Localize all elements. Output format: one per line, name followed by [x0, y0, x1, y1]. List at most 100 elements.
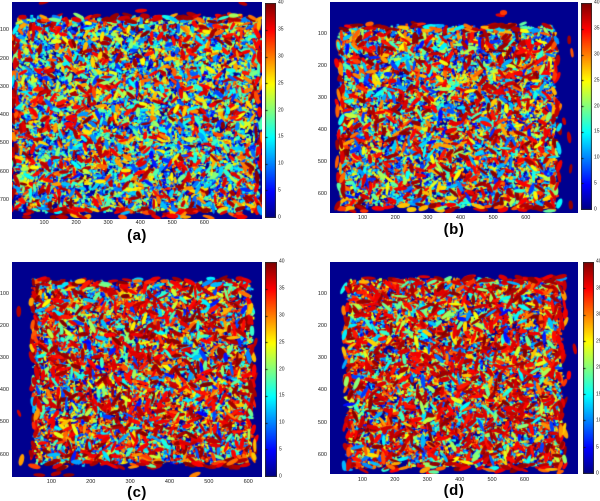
panel-caption: (c)	[127, 484, 147, 501]
colorbar-tick-label: 25	[279, 339, 285, 346]
colorbar-tick-label: 35	[278, 26, 284, 33]
y-tick-label: 700	[0, 196, 9, 203]
colorbar-tick-label: 5	[279, 446, 282, 453]
x-tick-label: 400	[455, 215, 466, 221]
x-tick-label: 600	[199, 220, 209, 226]
x-tick-label: 600	[521, 215, 531, 221]
heatmap-canvas	[12, 2, 262, 219]
x-tick-label: 300	[423, 215, 433, 221]
colorbar-gradient	[583, 262, 594, 474]
colorbar-tick-label: 10	[278, 160, 284, 167]
x-tick-label: 500	[487, 477, 497, 483]
y-tick-label: 100	[317, 30, 327, 37]
x-tick-label: 200	[71, 220, 81, 226]
colorbar-tick-label: 40	[596, 258, 600, 265]
y-tick-label: 100	[317, 291, 327, 298]
colorbar-tick-label: 10	[596, 417, 600, 424]
panel-b: 100 200 300 400 500 600 100 200 300 400 500 600 0 5…	[300, 0, 600, 250]
colorbar-tick-label: 5	[278, 187, 281, 194]
x-tick-label: 300	[125, 479, 135, 485]
colorbar-tick-label: 15	[278, 133, 284, 140]
x-tick-label: 300	[103, 220, 113, 226]
x-tick-label: 400	[164, 479, 175, 485]
y-tick-label: 400	[0, 387, 9, 394]
colorbar-tick-label: 35	[594, 25, 600, 32]
y-tick-label: 500	[317, 158, 327, 165]
colorbar-tick-label: 0	[278, 214, 281, 221]
y-tick-label: 500	[0, 419, 9, 426]
colorbar-tick-label: 35	[596, 285, 600, 291]
x-tick-label: 200	[86, 479, 96, 485]
colorbar-tick-label: 30	[596, 311, 600, 318]
colorbar-gradient	[265, 262, 277, 477]
y-tick-label: 500	[317, 419, 327, 426]
y-tick-label: 300	[317, 355, 327, 362]
x-tick-label: 200	[390, 477, 400, 483]
y-tick-label: 300	[317, 94, 327, 101]
x-tick-label: 100	[358, 215, 368, 221]
x-tick-label: 400	[455, 477, 465, 483]
colorbar-tick-label: 10	[279, 419, 285, 426]
panel-caption: (a)	[127, 227, 147, 244]
heatmap-canvas	[330, 262, 578, 474]
heatmap-canvas	[12, 262, 262, 477]
y-tick-label: 200	[0, 55, 9, 62]
colorbar-tick-label: 40	[594, 0, 600, 6]
panel-caption: (b)	[443, 221, 465, 238]
x-tick-label: 500	[488, 215, 498, 221]
x-tick-label: 300	[422, 477, 432, 483]
y-tick-label: 600	[0, 451, 9, 458]
x-tick-label: 400	[135, 220, 145, 226]
colorbar-tick-label: 20	[594, 103, 600, 109]
y-tick-label: 100	[0, 291, 9, 298]
y-tick-label: 500	[0, 140, 9, 147]
colorbar-tick-label: 15	[596, 391, 600, 397]
colorbar-tick-label: 5	[594, 180, 597, 187]
colorbar-tick-label: 20	[279, 366, 285, 372]
colorbar-tick-label: 0	[594, 206, 597, 213]
y-tick-label: 400	[317, 387, 327, 394]
x-tick-label: 500	[204, 479, 214, 485]
colorbar-tick-label: 25	[278, 80, 284, 87]
panel-c: 100 200 300 400 500 600 100 200 300 400 500 600 0 5…	[0, 250, 300, 501]
colorbar-tick-label: 40	[279, 258, 285, 265]
x-tick-label: 100	[39, 220, 49, 226]
x-tick-label: 100	[46, 479, 56, 485]
colorbar-tick-label: 25	[596, 338, 600, 344]
colorbar-tick-label: 15	[279, 392, 285, 399]
y-tick-label: 400	[0, 112, 9, 119]
colorbar-gradient	[581, 3, 592, 210]
colorbar-tick-label: 40	[278, 0, 284, 6]
colorbar-tick-label: 0	[279, 473, 282, 480]
colorbar-tick-label: 25	[594, 77, 600, 84]
x-tick-label: 600	[519, 477, 530, 483]
panel-caption: (d)	[443, 482, 465, 499]
y-tick-label: 200	[317, 62, 327, 69]
colorbar-tick-label: 30	[279, 312, 285, 319]
panel-a: 100 200 300 400 500 600 700 100 200 300 400 500 600…	[0, 0, 300, 250]
y-tick-label: 600	[317, 451, 327, 458]
colorbar-tick-label: 0	[596, 470, 599, 477]
colorbar-tick-label: 35	[279, 285, 285, 292]
x-tick-label: 500	[167, 220, 177, 226]
colorbar-tick-label: 20	[596, 364, 600, 371]
y-tick-label: 200	[0, 323, 9, 330]
y-tick-label: 400	[317, 126, 327, 133]
panel-d: 100 200 300 400 500 600 100 200 300 400 500 600 0 5…	[300, 250, 600, 500]
x-tick-label: 600	[243, 479, 253, 485]
colorbar-tick-label: 20	[278, 107, 284, 113]
colorbar-gradient	[265, 3, 276, 218]
x-tick-label: 100	[357, 477, 367, 483]
heatmap-canvas	[330, 2, 578, 213]
y-tick-label: 600	[317, 190, 327, 197]
y-tick-label: 200	[317, 323, 327, 330]
colorbar-tick-label: 30	[278, 53, 284, 60]
y-tick-label: 300	[0, 83, 9, 90]
y-tick-label: 300	[0, 355, 9, 362]
y-tick-label: 600	[0, 168, 9, 175]
y-tick-label: 100	[0, 27, 9, 34]
colorbar-tick-label: 15	[594, 128, 600, 135]
colorbar-tick-label: 30	[594, 51, 600, 58]
x-tick-label: 200	[390, 215, 400, 221]
